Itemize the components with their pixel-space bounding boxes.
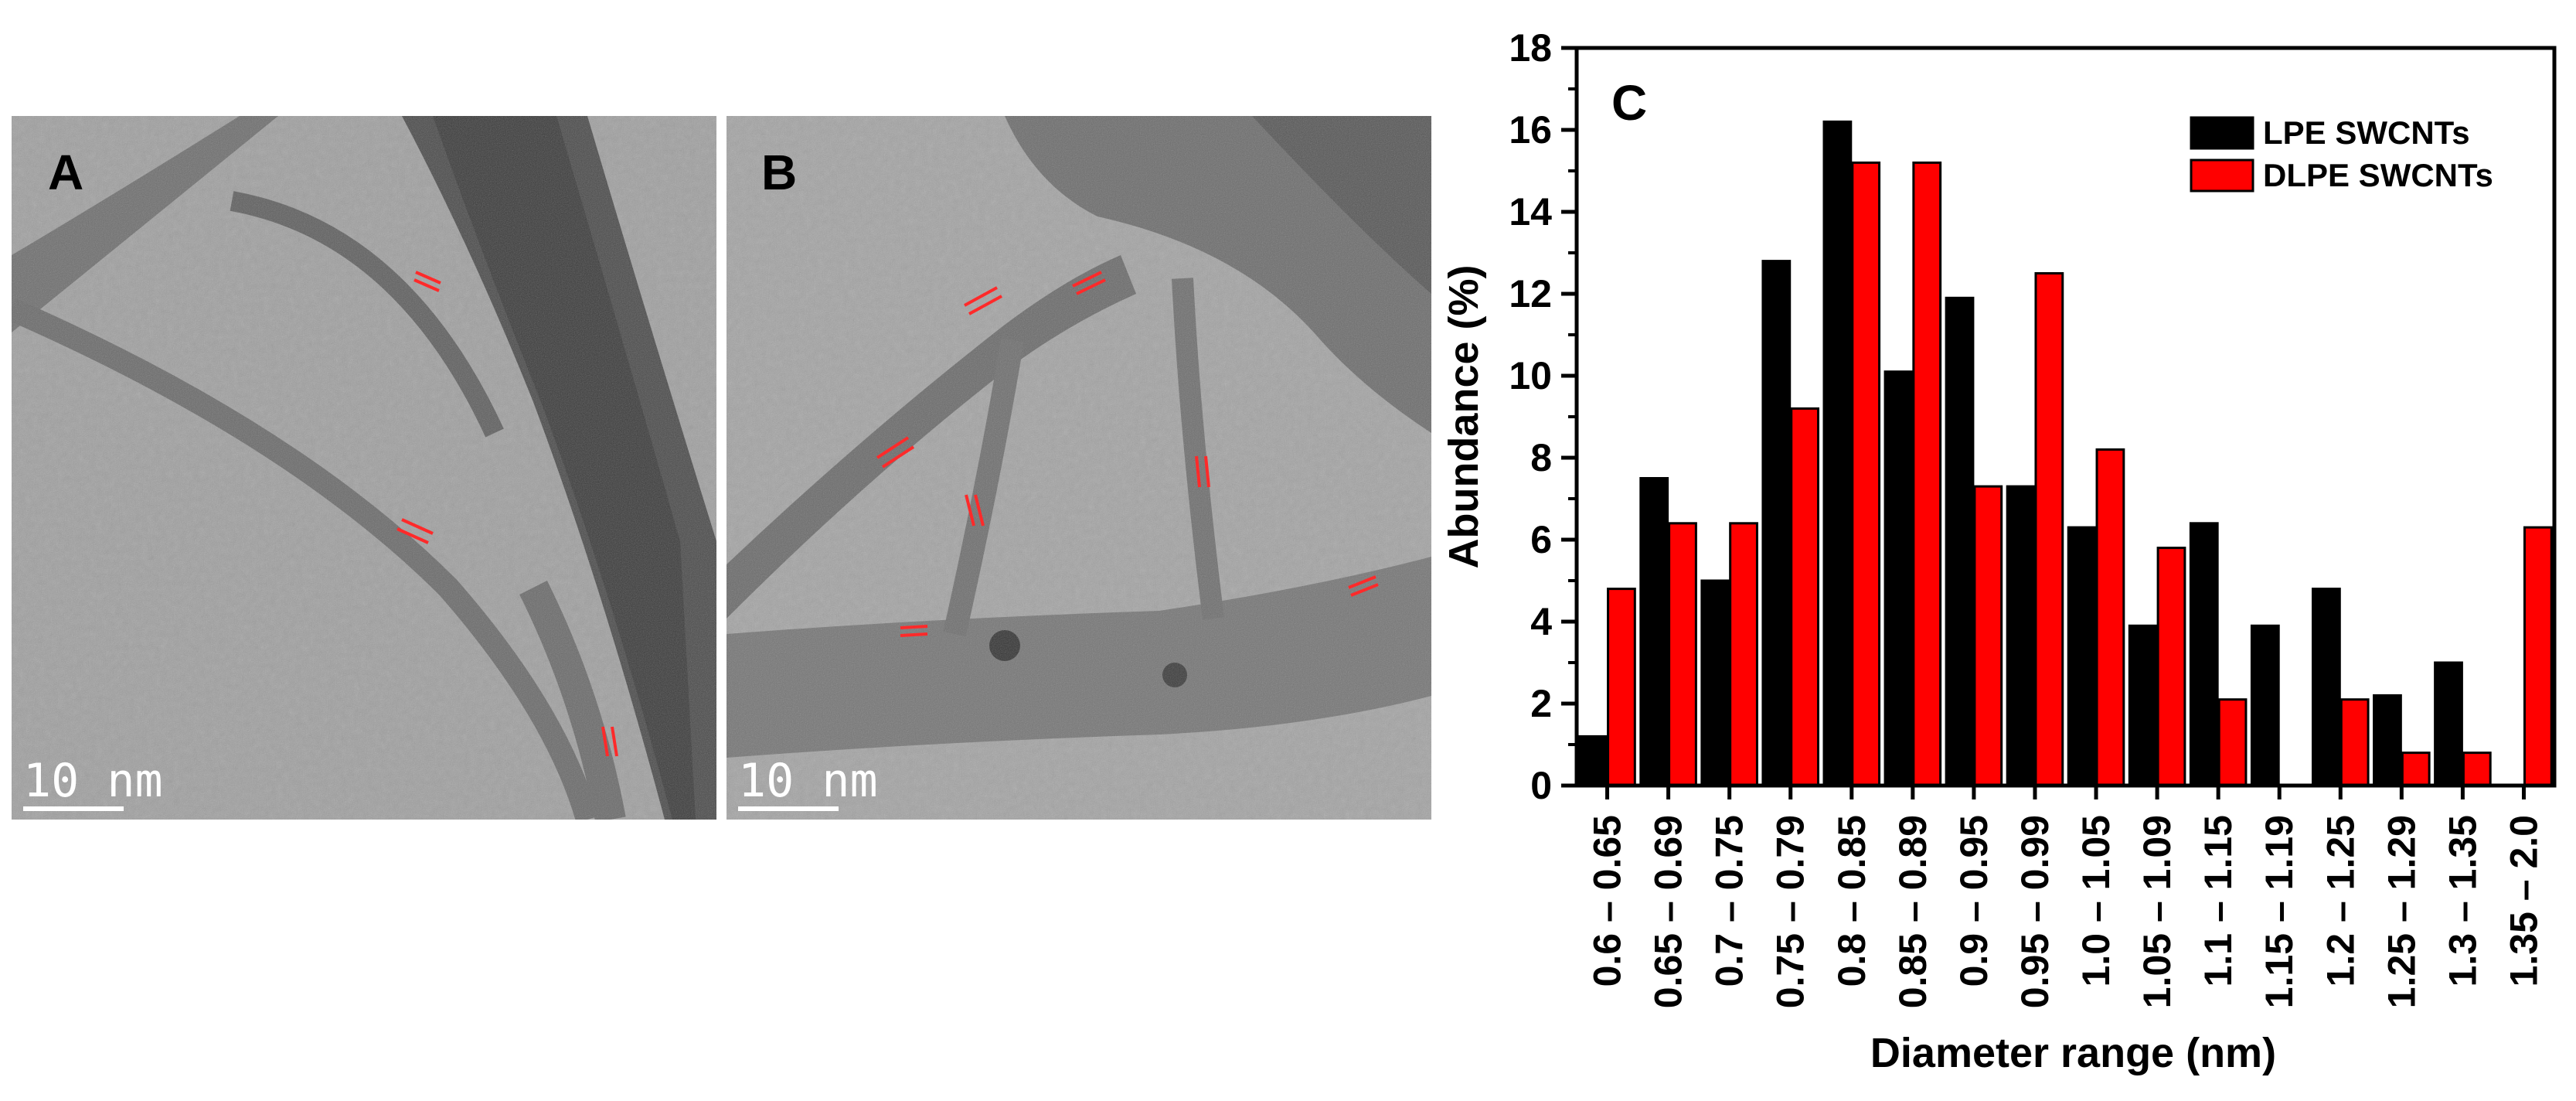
y-tick-label: 12 [1509, 272, 1552, 315]
bar-lpe [1580, 736, 1607, 786]
y-tick-label: 16 [1509, 108, 1552, 152]
bar-lpe [2435, 663, 2462, 786]
bar-lpe [2312, 589, 2339, 786]
x-tick-label: 1.0 – 1.05 [2074, 815, 2118, 987]
x-tick-label: 1.15 – 1.19 [2258, 815, 2301, 1008]
x-tick-label: 0.85 – 0.89 [1891, 815, 1935, 1008]
legend-label-dlpe: DLPE SWCNTs [2263, 157, 2493, 193]
bar-dlpe [1914, 162, 1941, 786]
bar-dlpe [2158, 548, 2185, 786]
x-tick-label: 1.05 – 1.09 [2135, 815, 2179, 1008]
x-tick-label: 1.25 – 1.29 [2380, 815, 2423, 1008]
bar-dlpe [2402, 753, 2429, 786]
bar-lpe [2007, 486, 2034, 786]
bar-lpe [1824, 121, 1851, 786]
tem-image-panel-b [727, 116, 1431, 820]
bar-lpe [2129, 625, 2156, 786]
x-tick-label: 0.6 – 0.65 [1586, 815, 1629, 987]
x-tick-label: 1.1 – 1.15 [2197, 815, 2240, 987]
x-tick-label: 1.2 – 1.25 [2319, 815, 2362, 987]
bar-dlpe [1975, 486, 2002, 786]
figure: A 10 nm B 10 nm 0 2 [0, 0, 2576, 1101]
bar-dlpe [1669, 523, 1696, 786]
y-tick-label: 4 [1530, 600, 1552, 643]
bar-dlpe [1792, 408, 1819, 786]
tem-image-panel-a [12, 116, 716, 820]
bar-dlpe [2524, 527, 2551, 786]
y-tick-label: 8 [1530, 436, 1552, 479]
scale-bar-label-a: 10 nm [23, 754, 163, 808]
bar-dlpe [2219, 700, 2246, 786]
diameter-distribution-chart: 0 2 4 6 8 10 12 14 16 18 0.6 – 0.65 0.65 – 0.69 0.7… [1441, 26, 2554, 1076]
y-tick-label: 0 [1530, 764, 1552, 807]
y-tick-label: 6 [1530, 518, 1552, 561]
panel-b-letter: B [761, 145, 797, 200]
x-tick-label: 0.65 – 0.69 [1647, 815, 1690, 1008]
x-axis-label: Diameter range (nm) [1870, 1030, 2276, 1076]
x-tick-label: 0.9 – 0.95 [1952, 815, 1996, 987]
bar-dlpe [1853, 162, 1880, 786]
bar-dlpe [2097, 449, 2124, 786]
bar-lpe [2374, 695, 2401, 786]
x-tick-label: 0.75 – 0.79 [1769, 815, 1812, 1008]
x-tick-label: 0.8 – 0.85 [1830, 815, 1873, 987]
y-axis-label: Abundance (%) [1441, 264, 1487, 568]
bar-lpe [2068, 527, 2095, 786]
panel-a-letter: A [48, 145, 83, 200]
y-tick-label: 2 [1530, 682, 1552, 725]
legend-swatch-lpe [2191, 118, 2253, 148]
bar-lpe [2190, 523, 2217, 786]
bar-lpe [1946, 298, 1973, 786]
bar-dlpe [2341, 700, 2368, 786]
x-tick-label: 0.95 – 0.99 [2013, 815, 2057, 1008]
legend-swatch-dlpe [2191, 160, 2253, 191]
x-tick-label: 0.7 – 0.75 [1708, 815, 1751, 987]
bar-dlpe [1730, 523, 1758, 786]
legend-label-lpe: LPE SWCNTs [2263, 114, 2470, 151]
legend: LPE SWCNTs DLPE SWCNTs [2191, 114, 2493, 193]
bar-lpe [2251, 625, 2278, 786]
y-tick-label: 14 [1509, 190, 1552, 233]
y-tick-label: 10 [1509, 354, 1552, 397]
bar-lpe [1763, 261, 1790, 786]
scale-bar-label-b: 10 nm [738, 754, 878, 808]
x-tick-label: 1.3 – 1.35 [2441, 815, 2484, 987]
bar-lpe [1641, 479, 1668, 786]
x-tick-label: 1.35 – 2.0 [2502, 815, 2545, 987]
bar-lpe [1885, 372, 1912, 786]
bar-lpe [1702, 581, 1729, 786]
bar-dlpe [2036, 274, 2063, 786]
bar-dlpe [1608, 589, 1635, 786]
panel-c-letter: C [1611, 75, 1647, 131]
y-tick-label: 18 [1509, 26, 1552, 70]
bar-dlpe [2463, 753, 2490, 786]
